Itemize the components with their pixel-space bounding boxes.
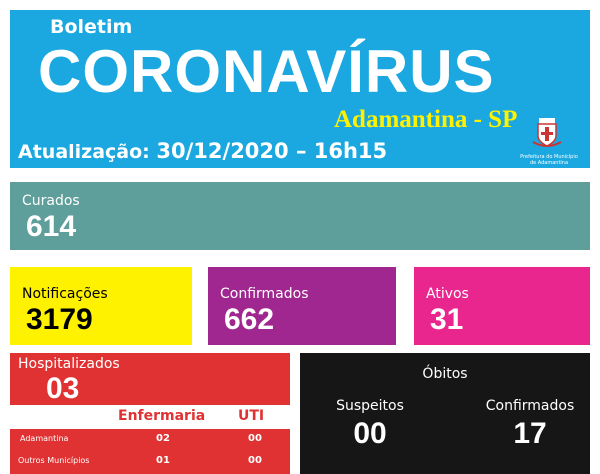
suspeitos-label: Suspeitos — [336, 398, 404, 414]
obitos-confirmados-label: Confirmados — [485, 398, 575, 414]
hospitalizados-card: Hospitalizados 03 — [10, 353, 290, 405]
page-title: CORONAVÍRUS — [38, 38, 495, 105]
row-name: Outros Municípios — [18, 456, 90, 465]
obitos-confirmados-value: 17 — [513, 417, 547, 450]
obitos-card: Óbitos Suspeitos 00 Confirmados 17 — [300, 353, 590, 474]
table-row: Outros Municípios 01 00 — [10, 451, 290, 473]
curados-label: Curados — [22, 193, 80, 209]
notificacoes-label: Notificações — [22, 286, 108, 302]
curados-value: 614 — [26, 210, 77, 243]
city-label: Adamantina - SP — [334, 106, 518, 133]
obitos-title: Óbitos — [422, 366, 468, 382]
row-uti: 00 — [248, 455, 262, 466]
ativos-label: Ativos — [426, 286, 469, 302]
row-enfermaria: 01 — [156, 455, 170, 466]
suspeitos-value: 00 — [353, 417, 387, 450]
ativos-card: Ativos 31 — [414, 267, 590, 345]
confirmados-label: Confirmados — [220, 286, 309, 302]
logo-text: Prefeitura do Município de Adamantina — [520, 154, 578, 166]
confirmados-card: Confirmados 662 — [208, 267, 396, 345]
row-name: Adamantina — [20, 434, 69, 443]
update-timestamp: Atualização: 30/12/2020 – 16h15 — [18, 139, 388, 163]
table-row: Adamantina 02 00 — [10, 429, 290, 451]
curados-card: Curados 614 — [10, 182, 590, 250]
row-enfermaria: 02 — [156, 433, 170, 444]
column-enfermaria: Enfermaria — [118, 408, 206, 424]
notificacoes-card: Notificações 3179 — [10, 267, 192, 345]
column-uti: UTI — [238, 408, 265, 424]
update-label: Atualização: — [18, 141, 150, 163]
hospitalizados-table: Adamantina 02 00 Outros Municípios 01 00 — [10, 429, 290, 474]
row-uti: 00 — [248, 433, 262, 444]
hospitalizados-value: 03 — [46, 372, 80, 405]
header-banner: Boletim CORONAVÍRUS Adamantina - SP Atua… — [10, 10, 590, 168]
notificacoes-value: 3179 — [26, 303, 93, 336]
update-value: 30/12/2020 – 16h15 — [156, 139, 388, 163]
municipal-crest-icon — [532, 118, 562, 147]
ativos-value: 31 — [430, 303, 464, 336]
kicker: Boletim — [50, 16, 133, 38]
hospitalizados-label: Hospitalizados — [18, 356, 120, 372]
confirmados-value: 662 — [224, 303, 275, 336]
